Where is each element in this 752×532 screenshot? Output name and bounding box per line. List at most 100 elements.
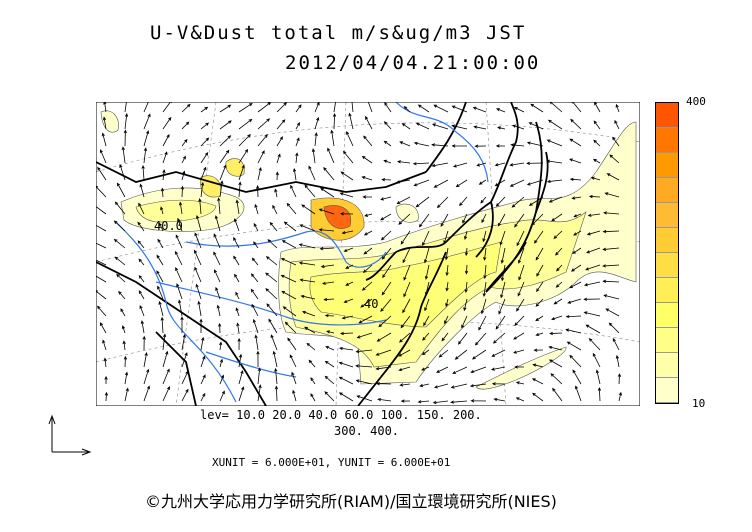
scale-band [656, 253, 678, 278]
wind-arrow [291, 371, 297, 385]
wind-arrow [413, 141, 430, 147]
wind-arrow [513, 107, 525, 113]
dust-hotspot-c [395, 203, 419, 223]
wind-arrow [399, 332, 411, 343]
wind-arrow [275, 171, 279, 181]
scale-band [656, 303, 678, 328]
wind-arrow [256, 184, 260, 198]
wind-arrow [495, 144, 506, 148]
wind-arrow [399, 383, 411, 387]
wind-arrow [403, 105, 411, 113]
wind-arrow [583, 297, 601, 301]
wind-arrow [138, 290, 145, 300]
wind-arrow [451, 105, 468, 113]
scale-band [656, 128, 678, 153]
wind-arrow [199, 318, 203, 334]
wind-arrow [96, 224, 107, 232]
wind-arrow [534, 230, 544, 244]
wind-arrow [512, 124, 525, 130]
wind-arrow [495, 315, 506, 330]
wind-arrow [181, 388, 189, 402]
wind-arrow [445, 298, 449, 307]
wind-arrow [500, 281, 506, 299]
wind-arrow [200, 166, 207, 181]
wind-arrow [478, 179, 487, 185]
wind-arrow [213, 251, 221, 266]
wind-arrow [122, 340, 126, 351]
wind-arrow [219, 390, 225, 402]
wind-arrow [343, 247, 354, 252]
wind-arrow [233, 218, 240, 232]
wind-arrow [464, 247, 469, 257]
wind-arrow [308, 359, 316, 368]
wind-arrow [586, 230, 601, 236]
wind-arrow [422, 332, 430, 341]
wind-arrow [472, 106, 487, 113]
wind-arrow [375, 349, 392, 356]
wind-arrow [219, 135, 232, 147]
wind-arrow [257, 134, 268, 147]
wind-arrow [573, 213, 582, 218]
wind-arrow [116, 273, 126, 283]
wind-arrow [513, 332, 525, 340]
wind-arrow [500, 247, 506, 264]
wind-arrow [355, 349, 373, 354]
wind-arrow [162, 385, 171, 402]
wind-arrow [142, 335, 146, 351]
wind-arrow [233, 236, 240, 249]
wind-arrow [298, 243, 316, 249]
wind-arrow [343, 298, 354, 303]
wind-arrow [383, 159, 392, 164]
wind-arrow [123, 129, 127, 147]
wind-arrow [332, 112, 337, 130]
wind-arrow [181, 352, 188, 368]
wind-arrow [455, 179, 468, 188]
wind-arrow [362, 195, 373, 199]
wind-arrow [252, 318, 259, 334]
wind-arrow [493, 397, 506, 402]
wind-arrow [570, 118, 582, 130]
wind-arrow [403, 281, 411, 298]
wind-arrow [257, 384, 262, 402]
wind-arrow [470, 399, 487, 403]
wind-arrow [238, 369, 244, 385]
wind-arrow [356, 395, 373, 402]
wind-arrow [137, 221, 145, 232]
wind-arrow [424, 281, 430, 296]
wind-arrow [214, 215, 221, 232]
wind-arrow [290, 184, 297, 198]
wind-arrow [181, 103, 191, 113]
wind-arrow [526, 161, 544, 166]
wind-arrow [194, 232, 202, 249]
wind-arrow [583, 311, 601, 317]
wind-arrow [257, 118, 271, 130]
wind-arrow [532, 392, 544, 402]
wind-arrow [286, 202, 297, 215]
wind-arrow [218, 322, 222, 334]
wind-arrow [473, 125, 487, 130]
wind-arrow [141, 164, 145, 181]
wind-arrow [96, 259, 107, 266]
wind-arrow [355, 379, 373, 385]
wind-arrow [320, 187, 335, 198]
wind-arrow [423, 247, 430, 264]
wind-arrow [481, 213, 487, 224]
wind-arrow [480, 196, 487, 204]
wind-arrow [338, 392, 354, 402]
wind-arrow [159, 222, 164, 232]
wind-arrow [491, 349, 506, 357]
wind-arrow [464, 264, 469, 275]
wind-arrow [238, 386, 245, 402]
wind-arrow [532, 363, 544, 368]
wind-arrow [176, 283, 183, 300]
wind-arrow [338, 361, 354, 368]
wind-arrow [552, 387, 563, 402]
wind-arrow [339, 192, 354, 198]
wind-arrow [491, 382, 506, 386]
wind-arrow [102, 339, 107, 351]
wind-arrow [464, 281, 468, 294]
wind-arrow [304, 184, 316, 198]
wind-arrow [139, 305, 145, 317]
wind-arrow [555, 247, 563, 256]
wind-arrow [555, 281, 563, 288]
